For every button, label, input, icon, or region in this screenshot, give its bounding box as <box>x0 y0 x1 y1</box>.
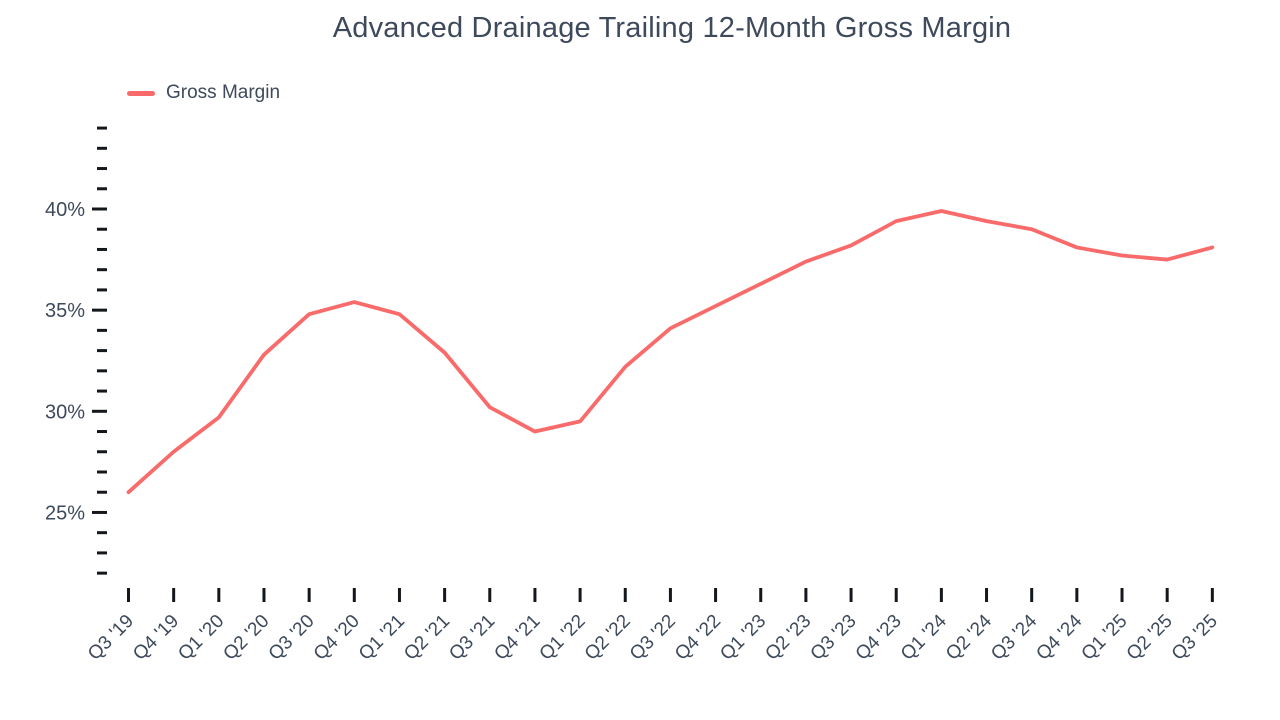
x-axis-label: Q4 '22 <box>671 611 725 665</box>
y-axis-label: 40% <box>45 199 85 221</box>
x-axis-label: Q3 '21 <box>445 611 499 665</box>
x-axis-label: Q4 '20 <box>310 611 364 665</box>
x-axis-label: Q2 '22 <box>581 611 635 665</box>
x-axis-label: Q2 '21 <box>400 611 454 665</box>
x-axis-label: Q1 '22 <box>536 611 590 665</box>
x-axis-label: Q1 '25 <box>1078 611 1132 665</box>
x-axis-label: Q2 '20 <box>219 611 273 665</box>
x-axis-label: Q4 '24 <box>1032 610 1086 664</box>
x-axis-label: Q3 '24 <box>987 610 1041 664</box>
x-axis-label: Q1 '23 <box>716 611 770 665</box>
x-axis-label: Q3 '19 <box>84 611 138 665</box>
x-axis-label: Q3 '23 <box>807 611 861 665</box>
legend: Gross Margin <box>127 82 280 104</box>
x-axis-label: Q2 '25 <box>1123 611 1177 665</box>
x-axis-label: Q2 '23 <box>761 611 815 665</box>
x-axis-label: Q2 '24 <box>942 610 996 664</box>
x-axis-label: Q3 '20 <box>265 611 319 665</box>
x-axis-label: Q1 '21 <box>355 611 409 665</box>
y-axis-label: 25% <box>45 502 85 524</box>
y-axis-label: 35% <box>45 300 85 322</box>
x-axis-label: Q3 '25 <box>1168 611 1222 665</box>
x-axis-label: Q1 '20 <box>174 611 228 665</box>
gross-margin-line <box>126 209 1215 495</box>
x-axis-label: Q1 '24 <box>897 610 951 664</box>
x-axis-label: Q4 '23 <box>852 611 906 665</box>
x-axis-label: Q3 '22 <box>626 611 680 665</box>
x-axis-label: Q4 '21 <box>490 611 544 665</box>
chart-title: Advanced Drainage Trailing 12-Month Gros… <box>332 12 1012 44</box>
legend-line-swatch <box>127 90 155 96</box>
x-axis-label: Q4 '19 <box>129 611 183 665</box>
legend-item-label: Gross Margin <box>166 82 281 103</box>
y-axis-label: 30% <box>45 401 85 423</box>
